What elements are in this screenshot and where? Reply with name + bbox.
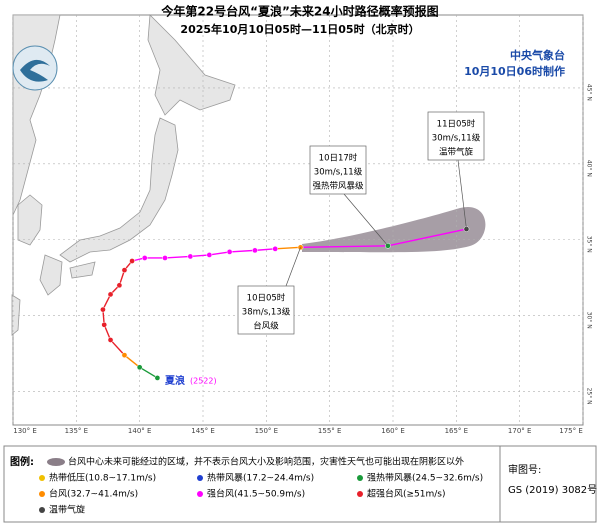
legend-swatch	[357, 475, 363, 481]
legend-swatch	[357, 491, 363, 497]
lon-label: 165° E	[445, 427, 469, 435]
track-point	[187, 253, 194, 260]
track-point	[226, 249, 233, 255]
map-frame	[12, 14, 584, 426]
taiwan-edge	[11, 294, 21, 336]
callout-text: 11日05时	[437, 119, 476, 130]
track-point	[107, 291, 114, 298]
lon-label: 160° E	[381, 427, 405, 435]
track-point	[116, 282, 123, 289]
track-point	[206, 252, 213, 258]
callout-text: 台风级	[253, 321, 279, 332]
callout-box	[309, 145, 367, 195]
legend-label: 强台风(41.5~50.9m/s)	[207, 488, 305, 500]
logo	[12, 45, 58, 91]
lat-label: 45° N	[586, 84, 593, 101]
track-point	[121, 267, 128, 273]
legend-swatch	[197, 491, 203, 497]
title: 今年第22号台风“夏浪”未来24小时路径概率预报图	[160, 4, 438, 19]
logo-mark	[20, 59, 50, 82]
legend-label: 温带气旋	[49, 504, 85, 516]
lon-label: 150° E	[255, 427, 279, 435]
track-segment	[164, 255, 191, 259]
callout-text: 温带气旋	[439, 147, 474, 158]
lat-label: 25° N	[586, 388, 593, 405]
legend-note: 台风中心未来可能经过的区域，并不表示台风大小及影响范围，灾害性天气也可能出现在阴…	[68, 456, 464, 468]
callout-text: 10日17时	[319, 153, 358, 164]
callout-text: 10日05时	[247, 293, 286, 304]
legend-title: 图例:	[10, 455, 34, 468]
legend-swatch	[197, 475, 203, 481]
track-segment	[124, 354, 141, 368]
track-segment	[254, 248, 276, 252]
track-point	[252, 247, 258, 254]
track-segment	[110, 339, 125, 356]
agency: 中央气象台	[510, 48, 565, 62]
lon-label: 170° E	[508, 427, 532, 435]
legend-swatch	[39, 491, 45, 497]
legend-cone	[47, 458, 65, 466]
lon-label: 130° E	[13, 427, 37, 435]
review-label: 审图号:	[508, 463, 541, 476]
review-code: GS (2019) 3082号	[508, 484, 597, 496]
track-point	[107, 337, 114, 343]
lon-label: 140° E	[128, 427, 152, 435]
lat-label: 30° N	[586, 312, 593, 329]
legend-box	[3, 445, 597, 523]
track-point	[272, 246, 279, 252]
legend-label: 热带低压(10.8~17.1m/s)	[49, 472, 156, 484]
callout-box	[237, 285, 295, 335]
track-point	[141, 255, 148, 261]
track-segment	[387, 228, 467, 247]
legend-swatch	[39, 507, 45, 513]
callout-text: 38m/s,13级	[242, 307, 291, 318]
legend-label: 强热带风暴(24.5~32.6m/s)	[367, 472, 483, 484]
track-point	[136, 364, 143, 371]
track-point	[101, 321, 108, 328]
shikoku	[69, 261, 96, 279]
lat-label: 35° N	[586, 236, 593, 253]
callout-text: 强热带风暴级	[312, 181, 364, 192]
track-segment	[209, 251, 230, 256]
callout-text: 30m/s,11级	[432, 133, 481, 144]
graticule: 130° E 135° E 140° E 145° E 150° E 155° E 160°…	[12, 15, 593, 435]
track-point	[162, 255, 168, 261]
hokkaido	[147, 14, 236, 116]
track-segment	[229, 249, 255, 253]
callout-text: 30m/s,11级	[314, 167, 363, 178]
track-segment	[275, 246, 301, 250]
kyushu	[39, 254, 63, 296]
lon-label: 175° E	[559, 427, 583, 435]
callout-leader	[285, 247, 301, 287]
legend-label: 热带风暴(17.2~24.4m/s)	[207, 472, 314, 484]
lon-label: 145° E	[191, 427, 215, 435]
track-segment	[139, 366, 158, 379]
track-segment	[300, 245, 388, 249]
lon-label: 155° E	[318, 427, 342, 435]
callout-leader	[457, 159, 467, 230]
subtitle: 2025年10月10日05时—11日05时（北京时）	[180, 22, 419, 36]
legend-swatch	[39, 475, 45, 481]
track-point	[129, 258, 135, 264]
track-segment	[190, 254, 210, 258]
track-point	[154, 375, 161, 381]
storm-code: (2522)	[190, 377, 217, 386]
lon-label: 135° E	[65, 427, 89, 435]
legend-label: 超强台风(≥51m/s)	[367, 488, 446, 500]
track-point	[100, 306, 106, 313]
legend: 图例: 台风中心未来可能经过的区域，并不表示台风大小及影响范围，灾害性天气也可能…	[3, 445, 597, 523]
legend-label: 台风(32.7~41.4m/s)	[49, 488, 138, 500]
logo-circle	[12, 45, 58, 91]
lat-label: 40° N	[586, 160, 593, 177]
callout-box	[427, 111, 485, 161]
honshu	[59, 117, 179, 263]
probability-cone	[302, 206, 486, 253]
callout-leader	[343, 193, 389, 247]
track: 10日05时38m/s,13级台风级10日17时30m/s,11级强热带风暴级1…	[100, 111, 485, 381]
storm-name: 夏浪	[164, 374, 185, 387]
track-point	[297, 244, 304, 251]
issued: 10月10日06时制作	[464, 64, 565, 78]
track-point	[121, 352, 128, 358]
